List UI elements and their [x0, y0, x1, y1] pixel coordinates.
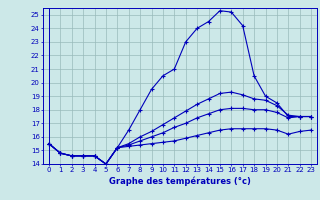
X-axis label: Graphe des températures (°c): Graphe des températures (°c)	[109, 176, 251, 186]
